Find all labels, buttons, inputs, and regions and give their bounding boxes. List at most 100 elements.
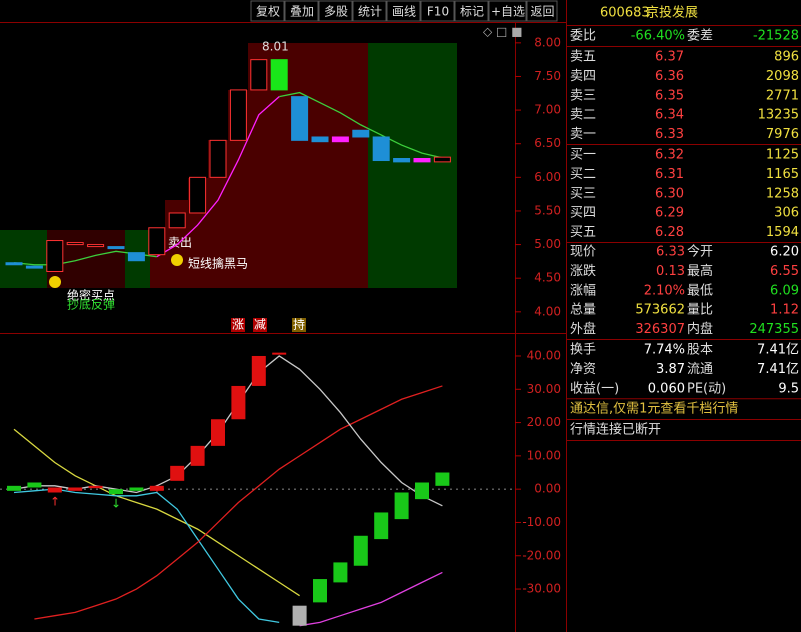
- y-tick-label: -20.00: [522, 548, 561, 562]
- line: [299, 571, 443, 627]
- box: [272, 352, 287, 355]
- y-tick-label: 10.00: [527, 448, 561, 462]
- annotation: 抄底反弹: [67, 297, 115, 312]
- box: [415, 482, 429, 500]
- toolbar-label[interactable]: +自选: [491, 5, 525, 19]
- candle: [87, 244, 105, 248]
- candle: [46, 240, 64, 272]
- field-label: 涨幅: [570, 283, 596, 298]
- box: [109, 489, 123, 495]
- field-value: 2.10%: [644, 283, 685, 298]
- box: [211, 419, 225, 446]
- toolbar-button[interactable]: [386, 0, 421, 22]
- toolbar-label[interactable]: 复权: [256, 5, 280, 19]
- toolbar-button[interactable]: [454, 0, 489, 22]
- candle: [5, 262, 23, 266]
- toolbar-button[interactable]: [352, 0, 387, 22]
- box: [149, 485, 164, 491]
- y-tick-label: 20.00: [527, 415, 561, 429]
- y-tick-label: 6.50: [534, 136, 561, 150]
- order-volume: 13235: [758, 108, 799, 123]
- candle: [331, 136, 349, 143]
- box: [170, 465, 185, 481]
- field-value: 6.55: [770, 264, 799, 279]
- candle: [148, 227, 166, 256]
- candle: [209, 139, 227, 178]
- order-label: 卖一: [570, 127, 596, 142]
- order-label: 买四: [570, 206, 596, 221]
- box: [251, 355, 266, 386]
- order-label: 买三: [570, 186, 596, 201]
- order-label: 卖五: [570, 50, 596, 65]
- box: [68, 487, 83, 491]
- y-tick-label: -10.00: [522, 515, 561, 529]
- signal-label: 涨: [232, 317, 244, 332]
- toolbar-label[interactable]: F10: [427, 5, 449, 19]
- candle: [189, 176, 207, 214]
- toolbar-label[interactable]: 统计: [358, 5, 382, 19]
- order-price: 6.35: [655, 88, 684, 103]
- y-tick-label: 6.00: [534, 170, 561, 184]
- order-price: 6.33: [655, 127, 684, 142]
- connection-status: 行情连接已断开: [570, 422, 661, 438]
- svg-text:↓: ↓: [111, 497, 121, 511]
- box: [374, 512, 389, 540]
- high-label: 8.01: [262, 40, 289, 54]
- toolbar-label[interactable]: 返回: [530, 5, 554, 19]
- candle: [433, 156, 451, 163]
- candle: [372, 136, 390, 162]
- field-label: 收益(一): [570, 381, 619, 396]
- notice: 通达信,仅需1元查看千档行情: [570, 401, 738, 417]
- field-value: 6.09: [770, 283, 799, 298]
- field-value: 573662: [635, 303, 685, 318]
- field-value: 7.74%: [644, 343, 685, 358]
- y-tick-label: 7.50: [534, 69, 561, 83]
- toolbar-label[interactable]: 多股: [324, 5, 348, 19]
- toolbar-label[interactable]: 画线: [392, 5, 416, 19]
- field-label: 今开: [687, 244, 713, 260]
- toolbar-label[interactable]: 标记: [460, 5, 484, 19]
- field-label: 总量: [570, 303, 596, 318]
- field-label: 最高: [687, 263, 713, 279]
- order-volume: 7976: [766, 127, 799, 142]
- y-tick-label: 4.00: [534, 304, 561, 318]
- box: [292, 605, 307, 626]
- y-tick-label: 0.00: [534, 482, 561, 496]
- annotation: 短线擒黑马: [188, 256, 248, 271]
- icon[interactable]: ◇ □ ■: [483, 25, 523, 39]
- order-price: 6.37: [655, 50, 684, 65]
- toolbar-button[interactable]: [526, 0, 558, 22]
- box: [333, 562, 348, 583]
- candle: [352, 129, 370, 138]
- toolbar-button[interactable]: [488, 0, 527, 22]
- toolbar: 复权 叠加 多股 统计 画线 F10 标记 +自选 返回: [250, 0, 558, 22]
- candle: [270, 59, 288, 91]
- order-volume: 1594: [766, 225, 799, 240]
- toolbar-button[interactable]: [284, 0, 319, 22]
- toolbar-button[interactable]: [318, 0, 353, 22]
- field-label: PE(动): [687, 381, 726, 396]
- field-value: 3.87: [656, 362, 685, 377]
- candle: [127, 252, 145, 262]
- candle: [291, 96, 309, 141]
- toolbar-button[interactable]: [420, 0, 455, 22]
- icon: [171, 254, 183, 266]
- y-tick-label: 30.00: [527, 382, 561, 396]
- candle: [107, 246, 125, 250]
- y-tick-label: 5.00: [534, 237, 561, 251]
- order-volume: 1125: [766, 148, 799, 163]
- candle: [311, 136, 329, 143]
- order-price: 6.32: [655, 148, 684, 163]
- stock-name: 京投发展: [646, 5, 698, 21]
- field-value: 7.41亿: [757, 362, 799, 377]
- order-volume: 1258: [766, 186, 799, 201]
- toolbar-label[interactable]: 叠加: [290, 5, 314, 19]
- field-value: 0.13: [656, 264, 685, 279]
- field-value: -66.40%: [631, 29, 685, 44]
- order-label: 卖三: [570, 88, 596, 103]
- candle: [25, 265, 43, 269]
- toolbar-button[interactable]: [250, 0, 285, 22]
- box: [190, 445, 205, 466]
- order-volume: 2098: [766, 69, 799, 84]
